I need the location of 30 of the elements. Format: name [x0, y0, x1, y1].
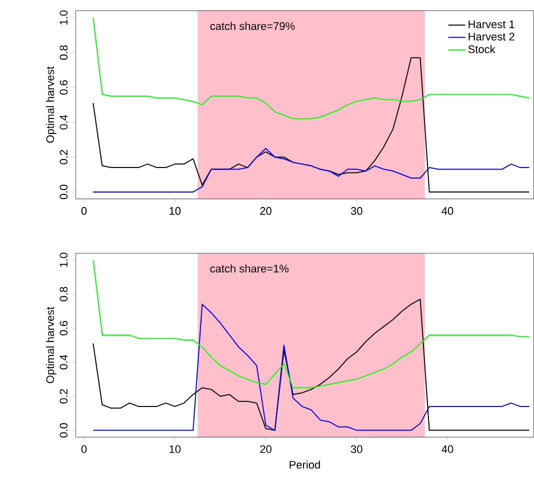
y-tick-label: 0.4 — [60, 354, 68, 370]
band-label: catch share=1% — [210, 264, 289, 273]
y-tick-label: 0.4 — [60, 115, 68, 130]
y-tick-label: 0.0 — [60, 423, 68, 438]
y-tick-label: 1.0 — [60, 252, 68, 267]
x-tick-label: 0 — [81, 445, 87, 454]
x-tick-label: 40 — [442, 207, 454, 215]
y-axis-title: Optimal harvest — [46, 306, 56, 384]
x-tick-label: 20 — [260, 445, 272, 454]
x-tick-label: 30 — [350, 445, 362, 454]
legend-label: Stock — [468, 45, 496, 54]
y-tick-label: 0.2 — [60, 150, 68, 164]
x-tick-label: 0 — [81, 207, 87, 215]
x-tick-label: 20 — [260, 207, 272, 215]
y-tick-label: 0.2 — [60, 389, 68, 404]
x-tick-label: 30 — [350, 207, 362, 215]
y-axis-title: Optimal harvest — [46, 66, 56, 143]
x-axis-title: Period — [290, 460, 320, 469]
y-tick-label: 0.8 — [60, 45, 68, 60]
y-tick-label: 1.0 — [60, 10, 68, 25]
band-label: catch share=79% — [210, 22, 295, 30]
x-tick-label: 40 — [442, 445, 454, 454]
x-tick-label: 10 — [170, 445, 181, 454]
y-tick-label: 0.6 — [60, 321, 68, 336]
y-tick-label: 0.6 — [60, 80, 68, 95]
y-tick-label: 0.0 — [60, 184, 68, 200]
x-tick-label: 10 — [170, 207, 181, 215]
y-tick-label: 0.8 — [60, 287, 68, 302]
legend-label: Harvest 1 — [468, 20, 514, 28]
legend-label: Harvest 2 — [468, 32, 514, 41]
